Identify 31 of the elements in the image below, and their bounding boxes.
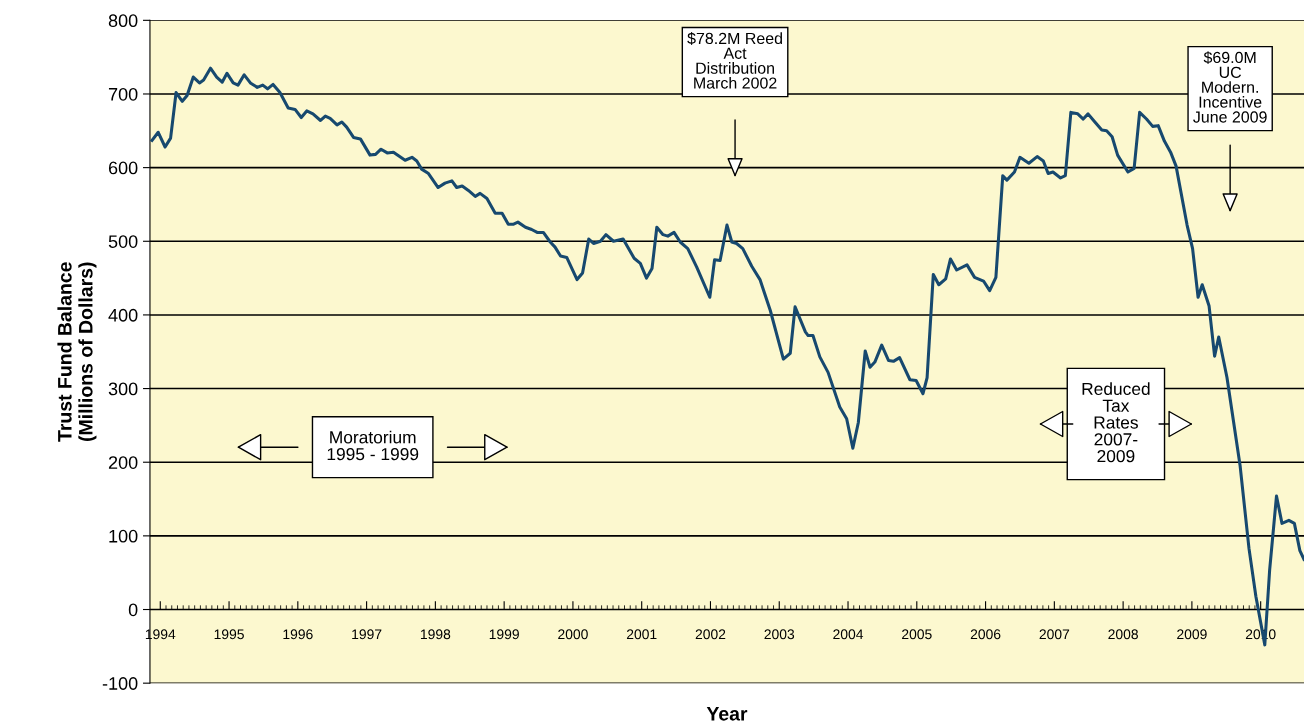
x-tick-label: 1996: [283, 629, 313, 640]
x-tick-label: 2008: [1108, 629, 1138, 640]
x-tick-label: 2003: [764, 629, 795, 640]
x-axis-title: Year: [706, 707, 748, 721]
x-tick-label: 2004: [833, 629, 864, 640]
x-tick-label: 1999: [489, 629, 519, 640]
annotation: $69.0M UC Modern. Incentive June 2009: [1193, 51, 1267, 123]
x-tick-label: 2005: [902, 629, 932, 640]
x-tick-label: 1998: [420, 629, 451, 640]
y-tick-label: 600: [108, 161, 138, 175]
y-tick-label: 200: [108, 456, 138, 469]
y-tick-label: 500: [108, 235, 138, 248]
x-tick-label: 2000: [558, 629, 588, 640]
x-tick-label: 2009: [1177, 629, 1207, 640]
x-tick-label: 1997: [352, 629, 382, 640]
y-axis-title: Trust Fund Balance (Millions of Dollars): [57, 262, 97, 442]
y-tick-label: 300: [108, 382, 138, 396]
y-tick-label: -100: [102, 677, 138, 690]
x-tick-label: 1995: [214, 629, 244, 640]
annotation: Moratorium 1995 - 1999: [327, 430, 419, 461]
y-tick-label: 800: [108, 14, 138, 28]
y-tick-label: 400: [108, 308, 138, 322]
y-tick-label: 700: [108, 87, 138, 101]
annotation: Reduced Tax Rates 2007- 2009: [1082, 382, 1150, 463]
x-tick-label: 2002: [695, 629, 726, 640]
y-tick-label: 0: [128, 603, 138, 617]
x-tick-label: 2007: [1039, 629, 1070, 640]
annotation: $78.2M Reed Act Distribution March 2002: [687, 32, 782, 89]
x-tick-label: 2001: [626, 629, 657, 640]
x-tick-label: 2006: [970, 629, 1001, 640]
y-tick-label: 100: [109, 529, 138, 543]
